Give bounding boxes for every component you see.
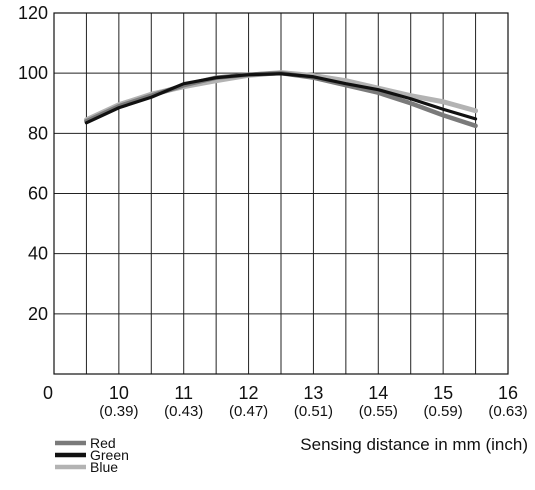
y-tick-label: 100 [18, 63, 48, 83]
y-tick-label: 60 [28, 184, 48, 204]
x-tick-sublabel: (0.51) [294, 403, 333, 420]
x-axis-tick-labels: 10(0.39) 11(0.43) 12(0.47) 13(0.51) 14(0.55)… [99, 383, 527, 420]
x-tick-label: 15 [433, 383, 453, 403]
x-tick-label: 10 [109, 383, 129, 403]
x-tick-label: 16 [498, 383, 518, 403]
y-tick-label: 20 [28, 304, 48, 324]
series-line-green [84, 72, 478, 125]
y-tick-label: 40 [28, 244, 48, 264]
x-tick-sublabel: (0.59) [424, 403, 463, 420]
y-tick-label: 120 [18, 3, 48, 23]
x-tick-sublabel: (0.47) [229, 403, 268, 420]
x-tick-sublabel: (0.63) [488, 403, 527, 420]
legend-label-blue: Blue [90, 459, 118, 475]
legend-label-red: Red [90, 435, 116, 451]
x-tick-label: 14 [368, 383, 388, 403]
x-tick-sublabel: (0.55) [359, 403, 398, 420]
legend-label-green: Green [90, 447, 129, 463]
chart-series [83, 70, 479, 129]
x-tick-sublabel: (0.39) [99, 403, 138, 420]
plot-area-frame [53, 12, 509, 375]
chart-grid [54, 13, 508, 374]
x-axis-origin-label: 0 [43, 383, 53, 403]
x-tick-label: 13 [303, 383, 323, 403]
y-axis-tick-labels: 20 40 60 80 100 120 [18, 3, 48, 324]
x-axis-title: Sensing distance in mm (inch) [300, 435, 528, 454]
y-tick-label: 80 [28, 123, 48, 143]
x-tick-label: 11 [174, 383, 193, 403]
x-tick-sublabel: (0.43) [164, 403, 203, 420]
x-tick-label: 12 [239, 383, 259, 403]
